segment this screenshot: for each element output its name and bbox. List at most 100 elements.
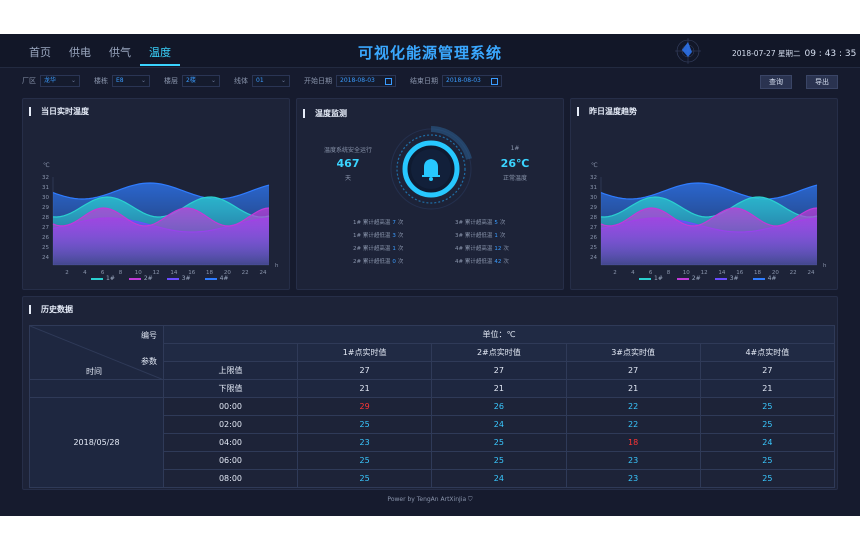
y-tick-label: 25 — [590, 245, 597, 251]
y-tick-label: 24 — [42, 255, 49, 261]
column-header: 1#点实时值 — [296, 343, 433, 362]
safe-run-label: 温度系统安全运行 — [323, 147, 372, 154]
sensor-status: 正常温度 — [502, 175, 527, 182]
x-tick-label: 10 — [135, 270, 142, 276]
legend-item: 3# — [714, 275, 739, 282]
value-cell: 23 — [565, 469, 701, 488]
footer: Power by TengAn ArtXinJia ⛉ — [0, 496, 860, 504]
alarm-item: 2# 累计超低温 0 次 — [353, 259, 404, 265]
temp-monitor-panel: 温度监测 温度系统安全运行 467 天 1# 26℃ 正常温度 1# 累计超高温… — [296, 98, 564, 290]
x-tick-label: 6 — [101, 270, 105, 276]
calendar-icon — [385, 77, 392, 85]
floor-label: 楼层 — [164, 77, 178, 85]
alarm-item: 1# 累计超低温 3 次 — [353, 233, 404, 239]
x-unit-label: h — [275, 263, 279, 269]
value-cell: 18 — [565, 433, 701, 452]
zone-select[interactable]: 龙华 ⌄ — [40, 75, 80, 87]
yesterday-panel-title: 昨日温度趋势 — [577, 107, 637, 116]
today-legend: 1# 2# 3# 4# — [91, 275, 228, 282]
value-cell: 25 — [431, 433, 567, 452]
legend-item: 1# — [91, 275, 115, 282]
corner-time-label: 时间 — [86, 367, 102, 376]
start-date-input[interactable]: 2018-08-03 — [336, 75, 396, 87]
nav-item-temperature[interactable]: 温度 — [140, 46, 180, 66]
line-select[interactable]: 01 ⌄ — [252, 75, 290, 87]
y-tick-label: 26 — [42, 235, 49, 241]
y-tick-label: 32 — [590, 175, 597, 181]
value-cell: 24 — [699, 433, 836, 452]
building-select[interactable]: E8 ⌄ — [112, 75, 150, 87]
x-tick-label: 2 — [65, 270, 69, 276]
floor-value: 2楼 — [186, 77, 196, 84]
lower-limit-left-cell — [29, 379, 164, 398]
alarm-item: 1# 累计超高温 7 次 — [353, 220, 404, 226]
series-line — [52, 196, 270, 218]
x-tick-label: 4 — [83, 270, 87, 276]
filter-bar: 厂区 龙华 ⌄ 楼栋 E8 ⌄ 楼层 2楼 ⌄ 线体 01 ⌄ 开始日期 2018-08… — [0, 70, 860, 92]
system-title: 可视化能源管理系统 — [357, 44, 502, 62]
today-panel-title: 当日实时温度 — [29, 107, 89, 116]
upper-limit-row: 上限值 27 27 27 27 — [29, 361, 836, 380]
value-cell: 24 — [431, 415, 567, 434]
x-tick-label: 4 — [631, 270, 635, 276]
value-cell: 25 — [431, 451, 567, 470]
y-tick-label: 28 — [42, 215, 49, 221]
clock-text: 09 : 43 : 35 — [804, 49, 857, 59]
line-label: 线体 — [234, 77, 248, 85]
y-tick-label: 31 — [590, 185, 597, 191]
x-tick-label: 24 — [808, 270, 815, 276]
y-tick-label: 24 — [590, 255, 597, 261]
x-tick-label: 6 — [649, 270, 653, 276]
legend-item: 2# — [676, 275, 701, 282]
y-unit-label: ℃ — [591, 162, 598, 169]
x-tick-label: 22 — [790, 270, 797, 276]
y-tick-label: 30 — [42, 195, 49, 201]
y-tick-label: 27 — [42, 225, 49, 231]
legend-item: 4# — [752, 275, 776, 282]
table-header-row: 编号 参数 时间 单位：℃ — [29, 325, 835, 380]
series-line — [600, 182, 818, 200]
value-cell: 24 — [431, 469, 567, 488]
floor-select[interactable]: 2楼 ⌄ — [182, 75, 220, 87]
time-cell: 06:00 — [163, 451, 298, 470]
nav-item-power[interactable]: 供电 — [69, 46, 91, 59]
yesterday-legend: 1# 2# 3# 4# — [639, 275, 776, 282]
export-button[interactable]: 导出 — [806, 75, 838, 89]
nav-item-home[interactable]: 首页 — [29, 46, 51, 59]
time-cell: 02:00 — [163, 415, 298, 434]
alarm-item: 2# 累计超高温 1 次 — [353, 246, 404, 252]
end-date-value: 2018-08-03 — [446, 77, 481, 84]
x-tick-label: 18 — [206, 270, 213, 276]
nav-item-gas[interactable]: 供气 — [109, 46, 131, 59]
building-label: 楼栋 — [94, 77, 108, 85]
building-value: E8 — [116, 77, 124, 84]
x-tick-label: 18 — [754, 270, 761, 276]
main-nav: 首页 供电 供气 温度 — [20, 46, 180, 66]
table-row: 02:00 25 24 22 25 — [30, 415, 836, 434]
value-cell: 23 — [296, 433, 433, 452]
x-tick-label: 16 — [188, 270, 195, 276]
x-tick-label: 16 — [736, 270, 743, 276]
series-line — [600, 207, 818, 227]
x-tick-label: 8 — [119, 270, 123, 276]
x-tick-label: 14 — [718, 270, 725, 276]
value-cell: 23 — [565, 451, 701, 470]
column-header: 3#点实时值 — [565, 343, 701, 362]
y-tick-label: 27 — [590, 225, 597, 231]
query-button[interactable]: 查询 — [760, 75, 792, 89]
chevron-down-icon: ⌄ — [70, 77, 76, 84]
dashboard-screen: 首页 供电 供气 温度 可视化能源管理系统 2018-07-27 星期二 09 :… — [0, 34, 860, 516]
value-cell: 22 — [565, 397, 701, 416]
end-date-input[interactable]: 2018-08-03 — [442, 75, 502, 87]
alarm-item: 3# 累计超低温 1 次 — [455, 233, 506, 239]
calendar-icon — [491, 77, 498, 85]
legend-item: 4# — [204, 275, 228, 282]
x-tick-label: 20 — [224, 270, 231, 276]
value-cell: 25 — [296, 415, 433, 434]
x-tick-label: 12 — [701, 270, 708, 276]
top-bar: 首页 供电 供气 温度 可视化能源管理系统 2018-07-27 星期二 09 :… — [0, 34, 860, 68]
alarm-item: 4# 累计超低温 42 次 — [455, 259, 509, 265]
x-tick-label: 12 — [153, 270, 160, 276]
y-tick-label: 25 — [42, 245, 49, 251]
table-row: 2018/05/28 00:00 29 26 22 25 — [29, 397, 836, 488]
